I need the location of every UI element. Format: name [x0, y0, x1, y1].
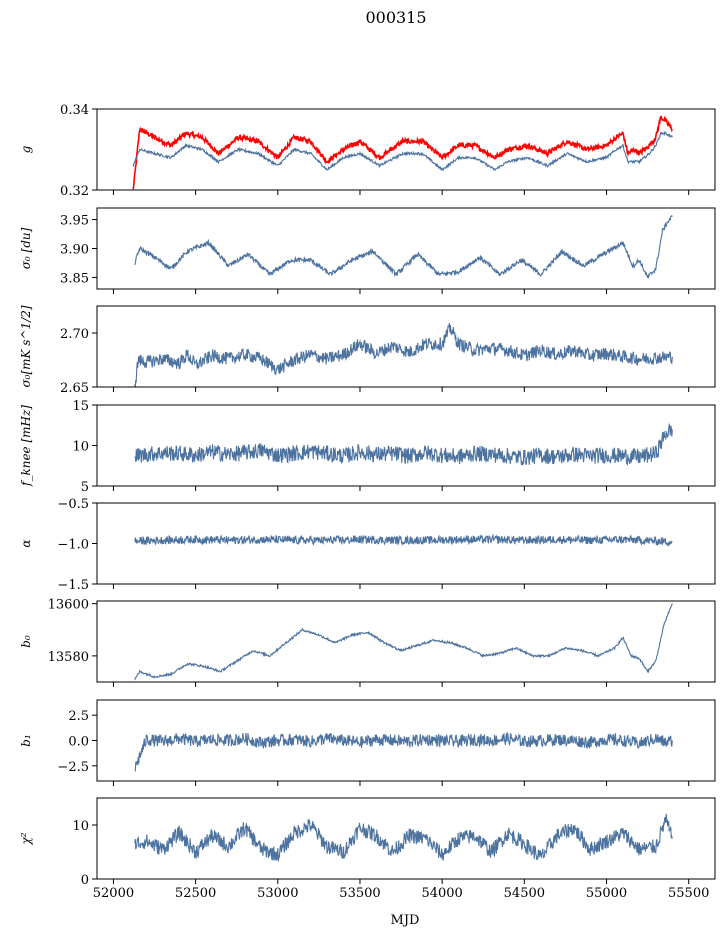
y-tick-label: −0.5 [57, 497, 89, 512]
y-tick-label: 13580 [48, 650, 89, 665]
y-tick-label: −2.5 [57, 760, 89, 775]
y-tick-label: 3.90 [60, 243, 89, 258]
series-line-1-1 [132, 114, 673, 190]
y-axis-label: b₀ [19, 635, 33, 648]
subplot-5: −1.5 −1.0 −0.5 α [19, 497, 716, 593]
y-tick-label: 15 [72, 399, 89, 414]
axes-frame [96, 600, 716, 683]
series-line-2-1 [134, 215, 673, 279]
y-axis-label: f_knee [mHz] [19, 405, 33, 487]
series-line-4-1 [134, 422, 673, 466]
x-axis-label: MJD [391, 913, 420, 928]
subplot-6: 13580 13600 b₀ [19, 598, 716, 687]
series-line-3-1 [134, 323, 673, 387]
axes-frame [96, 108, 716, 191]
y-axis-label: σ₀[mK s^1/2] [19, 305, 33, 387]
axes-frame [96, 305, 716, 388]
y-axis-label: σ₀ [du] [19, 227, 33, 269]
y-tick-label: 3.95 [60, 214, 89, 229]
y-tick-label: 0.0 [68, 735, 89, 750]
x-tick-label: 52500 [175, 886, 216, 901]
subplot-1: 0.32 0.34 g [19, 103, 716, 199]
x-tick-label: 55500 [668, 886, 709, 901]
y-tick-label: 3.85 [60, 271, 89, 286]
y-tick-label: 5 [81, 480, 89, 495]
series-line-8-1 [134, 813, 673, 862]
y-tick-label: 2.5 [68, 709, 89, 724]
x-tick-label: 54000 [421, 886, 462, 901]
series-line-1-2 [132, 130, 673, 172]
x-tick-label: 53000 [257, 886, 298, 901]
subplot-2: 3.85 3.90 3.95 σ₀ [du] [19, 207, 716, 294]
subplot-3: 2.65 2.70 σ₀[mK s^1/2] [19, 305, 716, 396]
x-tick-label: 52000 [93, 886, 134, 901]
y-axis-label: b₁ [19, 734, 33, 747]
y-axis-label: χ² [19, 832, 33, 845]
subplot-4: 5 10 15 f_knee [mHz] [19, 399, 716, 495]
y-tick-label: 0.34 [60, 103, 89, 118]
y-tick-label: 0 [81, 873, 89, 888]
y-tick-label: 2.65 [60, 381, 89, 396]
series-line-7-1 [134, 732, 673, 772]
y-tick-label: 10 [72, 440, 89, 455]
axes-frame [96, 502, 716, 585]
y-tick-label: 10 [72, 819, 89, 834]
y-axis-label: g [19, 145, 33, 153]
series-line-6-1 [134, 603, 673, 681]
x-tick-label: 54500 [504, 886, 545, 901]
y-tick-label: −1.5 [57, 578, 89, 593]
series-line-5-1 [134, 533, 673, 548]
axes-frame [96, 207, 716, 290]
y-tick-label: 13600 [48, 598, 89, 613]
y-tick-label: 0.32 [60, 184, 89, 199]
x-tick-label: 55000 [586, 886, 627, 901]
subplot-7: −2.5 0.0 2.5 b₁ [19, 699, 716, 786]
figure-title: 000315 [365, 8, 426, 27]
subplot-8: 0 10 52000 52500 53000 53500 54000 54500 55000 55… [19, 797, 716, 901]
subplot-stack: 0.32 0.34 g 3.85 3.90 3.95 σ₀ [du] 2.65 2.70 σ₀[m… [19, 103, 716, 901]
y-tick-label: −1.0 [57, 538, 89, 553]
y-tick-label: 2.70 [60, 327, 89, 342]
axes-frame [96, 797, 716, 880]
x-tick-label: 53500 [339, 886, 380, 901]
y-axis-label: α [19, 539, 33, 547]
axes-frame [96, 404, 716, 487]
